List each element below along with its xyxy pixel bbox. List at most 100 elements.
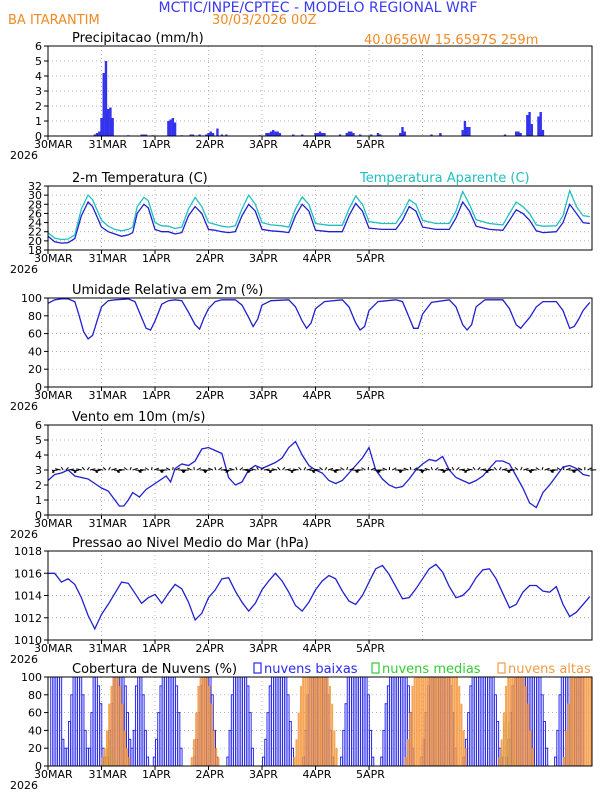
cloud-low-bar [162, 677, 164, 766]
x-tick-label: 4APR [303, 252, 332, 265]
x-tick-label: 3APR [249, 252, 278, 265]
pressure-series-line [48, 564, 590, 629]
cloud-high-bar [119, 686, 121, 766]
cloud-high-bar [324, 677, 326, 766]
cloud-high-bar [530, 730, 532, 766]
cloud-high-bar [440, 677, 442, 766]
cloud-low-bar [392, 677, 394, 766]
precip-bar [531, 124, 533, 136]
cloud-high-bar [521, 677, 523, 766]
cloud-high-bar [425, 677, 427, 766]
cloud-high-bar [128, 757, 130, 766]
cloud-low-bar [169, 677, 171, 766]
cloud-high-bar [518, 677, 520, 766]
cloud-high-bar [200, 677, 202, 766]
cloud-high-bar [333, 730, 335, 766]
x-tick-label: 4APR [303, 768, 332, 781]
wind-arrow [109, 467, 111, 470]
cloud-high-bar [418, 677, 420, 766]
cloud-high-bar [206, 677, 208, 766]
precip-bar [540, 112, 542, 136]
wind-arrow [304, 467, 306, 470]
cloud-low-bar [93, 677, 95, 766]
cloud-high-bar [409, 713, 411, 766]
cloud-high-bar [423, 677, 425, 766]
x-tick-label: 3APR [249, 517, 278, 530]
precip-bar [528, 112, 530, 136]
wind-arrow [467, 469, 472, 470]
cloud-low-bar [51, 677, 53, 766]
cloud-low-bar [541, 695, 543, 766]
location-label: BA ITARANTIM [8, 13, 100, 28]
x-tick-label: 2APR [196, 389, 225, 402]
cloud-high-bar [416, 677, 418, 766]
cloud-high-bar [590, 677, 592, 766]
cloud-high-bar [202, 677, 204, 766]
cloud-low-bar [62, 739, 64, 766]
x-tick-label: 5APR [356, 517, 385, 530]
y-tick-label: 80 [28, 689, 42, 702]
cloud-low-bar [171, 677, 173, 766]
cloud-high-bar [447, 677, 449, 766]
precip-bar [98, 132, 100, 137]
precip-bar [537, 117, 539, 137]
x-year-label: 2026 [10, 400, 38, 413]
cloud-low-bar [370, 730, 372, 766]
cloud-low-bar [356, 677, 358, 766]
cloud-high-bar [563, 757, 565, 766]
cloud-low-bar [60, 677, 62, 766]
cloud-high-bar [407, 739, 409, 766]
cloud-low-bar [135, 686, 137, 766]
cloud-high-bar [411, 686, 413, 766]
cloud-low-bar [265, 739, 267, 766]
cloud-low-bar [345, 704, 347, 766]
cloud-high-bar [579, 677, 581, 766]
wind-arrow [215, 467, 216, 470]
cloud-low-bar [283, 677, 285, 766]
x-year-label: 2026 [10, 653, 38, 666]
x-tick-label: 31MAR [89, 768, 128, 781]
cloud-high-bar [304, 677, 306, 766]
cloud-high-bar [458, 686, 460, 766]
cloud-low-bar [497, 722, 499, 767]
precip-bar [270, 132, 272, 137]
cloud-low-bar [69, 722, 71, 767]
wind-arrow [542, 467, 543, 470]
wind-arrow [452, 467, 454, 470]
wind-arrow [499, 467, 501, 470]
precip-bar [350, 132, 352, 137]
wind-arrow [325, 467, 326, 470]
cloud-low-bar [269, 686, 271, 766]
x-tick-label: 2APR [196, 768, 225, 781]
cloud-low-bar [267, 713, 269, 766]
y-tick-label: 3 [35, 464, 42, 477]
cloud-high-bar [329, 686, 331, 766]
x-tick-label: 4APR [303, 642, 332, 655]
y-tick-label: 2 [35, 479, 42, 492]
cloud-high-bar [431, 677, 433, 766]
cloud-low-bar [263, 757, 265, 766]
x-tick-label: 1APR [142, 642, 171, 655]
cloud-high-bar [588, 677, 590, 766]
cloud-low-bar [84, 730, 86, 766]
precip-bar [404, 132, 406, 137]
cloud-low-bar [479, 677, 481, 766]
precip-bar [542, 130, 544, 136]
cloud-low-bar [403, 677, 405, 766]
y-tick-label: 80 [28, 310, 42, 323]
cloud-low-bar [249, 713, 251, 766]
cloud-legend-swatch [498, 663, 505, 673]
cloud-low-bar [133, 730, 135, 766]
cloud-low-bar [472, 677, 474, 766]
precip-bar [526, 115, 528, 136]
cloud-low-bar [77, 677, 79, 766]
cloud-high-bar [456, 677, 458, 766]
wind-arrow [293, 469, 299, 470]
cloud-low-bar [176, 686, 178, 766]
cloud-high-bar [309, 677, 311, 766]
x-year-label: 2026 [10, 779, 38, 792]
cloud-high-bar [503, 713, 505, 766]
wind-arrow [103, 467, 106, 470]
